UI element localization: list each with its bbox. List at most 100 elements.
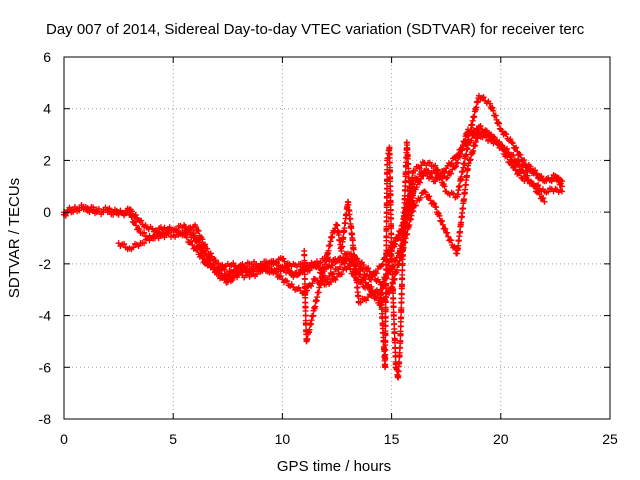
marker-run <box>280 255 296 277</box>
marker-run <box>334 222 345 252</box>
marker-run <box>139 235 153 247</box>
y-tick-label: 0 <box>43 204 51 220</box>
marker-run <box>248 267 262 279</box>
marker-run <box>154 224 166 235</box>
data-point <box>192 232 199 239</box>
marker-run <box>520 169 536 187</box>
marker-run <box>390 312 399 368</box>
marker-run <box>117 240 131 253</box>
marker-run <box>182 226 197 238</box>
data-point <box>541 198 548 205</box>
x-axis-label: GPS time / hours <box>277 458 391 475</box>
marker-run <box>280 277 295 290</box>
x-tick-label: 0 <box>60 431 68 447</box>
y-tick-label: -4 <box>39 308 52 324</box>
marker-run <box>106 205 120 216</box>
marker-run <box>543 171 557 184</box>
marker-run <box>215 271 230 286</box>
data-point <box>475 92 482 99</box>
marker-run <box>382 161 391 370</box>
marker-run <box>412 159 426 174</box>
marker-run <box>399 196 408 267</box>
marker-run <box>395 340 404 379</box>
marker-run <box>193 246 208 267</box>
data-point <box>421 188 428 195</box>
data-point <box>432 162 439 169</box>
marker-run <box>259 265 273 275</box>
x-tick-label: 25 <box>602 431 618 447</box>
x-tick-label: 20 <box>493 431 509 447</box>
plot-area <box>61 92 565 381</box>
marker-run <box>404 142 412 184</box>
marker-run <box>531 183 547 202</box>
axis-ticks: 0 5 10 15 20 25 -8 -6 -4 -2 0 2 4 6 <box>39 49 618 447</box>
marker-run <box>127 206 141 222</box>
marker-run <box>357 279 372 291</box>
marker-run <box>127 212 143 233</box>
marker-run <box>510 159 525 174</box>
plot-frame <box>63 56 611 420</box>
y-tick-label: 6 <box>43 49 51 65</box>
y-tick-label: 4 <box>43 101 51 117</box>
series-track-4 <box>181 128 548 309</box>
marker-run <box>455 140 470 158</box>
data-point <box>508 139 515 146</box>
marker-run <box>349 236 362 305</box>
marker-run <box>324 275 339 288</box>
marker-run <box>445 189 459 201</box>
marker-run <box>226 272 241 285</box>
marker-run <box>368 270 383 286</box>
x-tick-label: 10 <box>275 431 291 447</box>
data-point <box>486 131 493 138</box>
marker-run <box>62 204 77 217</box>
data-point <box>558 183 565 190</box>
marker-run <box>465 130 482 167</box>
marker-run <box>270 267 284 280</box>
marker-run <box>433 166 449 195</box>
marker-run <box>136 217 149 230</box>
marker-run <box>117 207 131 219</box>
x-tick-label: 15 <box>384 431 400 447</box>
marker-run <box>386 145 395 254</box>
marker-run <box>303 233 336 344</box>
data-point <box>181 224 188 231</box>
marker-run <box>553 174 564 188</box>
marker-run <box>532 167 546 184</box>
marker-run <box>357 287 382 306</box>
data-point <box>486 100 493 107</box>
data-point <box>443 175 450 182</box>
marker-run <box>150 229 164 242</box>
marker-run <box>543 185 557 196</box>
series-track-1 <box>61 126 565 283</box>
marker-run <box>408 189 417 213</box>
y-tick-label: 2 <box>43 152 51 168</box>
marker-run <box>335 257 350 273</box>
marker-run <box>466 125 481 146</box>
marker-run <box>357 259 372 273</box>
y-tick-label: -2 <box>39 256 52 272</box>
marker-run <box>554 186 564 196</box>
data-point <box>558 188 565 195</box>
marker-run <box>335 250 350 263</box>
marker-run <box>388 248 397 318</box>
marker-run <box>335 264 350 278</box>
marker-run <box>397 262 406 344</box>
y-tick-label: -8 <box>39 411 52 427</box>
marker-run <box>487 104 503 132</box>
marker-run <box>203 253 219 276</box>
marker-run <box>444 163 459 181</box>
y-axis-label: SDTVAR / TECUs <box>6 178 23 298</box>
data-point <box>410 185 417 192</box>
marker-run <box>423 159 437 170</box>
marker-run <box>324 254 339 265</box>
marker-run <box>488 133 503 147</box>
marker-run <box>433 204 449 232</box>
y-tick-label: -6 <box>39 359 52 375</box>
marker-run <box>345 199 356 238</box>
marker-run <box>237 269 251 281</box>
marker-run <box>477 94 492 107</box>
marker-run <box>145 223 157 235</box>
marker-run <box>444 154 459 169</box>
marker-run <box>215 261 229 273</box>
